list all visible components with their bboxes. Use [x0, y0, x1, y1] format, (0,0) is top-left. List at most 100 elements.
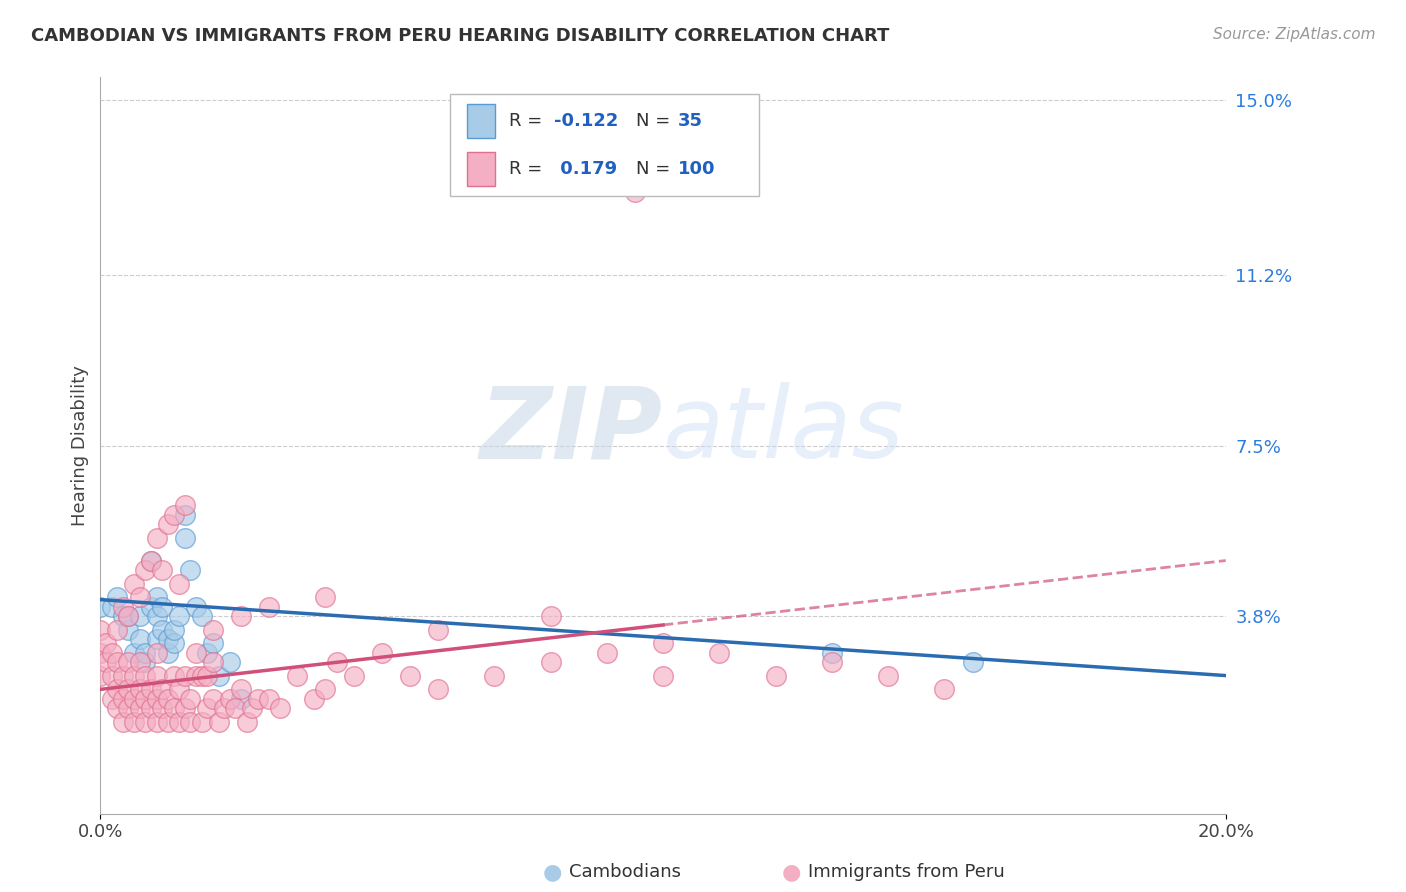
Point [122, 691, 145, 706]
Point [128, 682, 150, 697]
Point [111, 714, 134, 729]
Point [117, 623, 139, 637]
Point [962, 655, 984, 669]
Point [207, 714, 229, 729]
Point [139, 700, 162, 714]
Point [100, 646, 122, 660]
Point [195, 700, 218, 714]
Point [314, 682, 336, 697]
Point [134, 691, 156, 706]
Point [184, 646, 207, 660]
Point [145, 632, 167, 646]
Point [145, 691, 167, 706]
Point [235, 714, 257, 729]
Point [285, 668, 308, 682]
Point [540, 655, 562, 669]
Point [94, 655, 117, 669]
Point [145, 608, 167, 623]
Point [162, 668, 184, 682]
Point [426, 682, 449, 697]
Point [100, 691, 122, 706]
Point [257, 691, 280, 706]
Point [398, 668, 420, 682]
Point [195, 646, 218, 660]
Point [179, 691, 201, 706]
Point [139, 599, 162, 614]
Point [100, 668, 122, 682]
Point [877, 668, 900, 682]
Point [156, 632, 179, 646]
Point [139, 553, 162, 567]
Point [105, 700, 128, 714]
Point [167, 714, 190, 729]
Text: N =: N = [636, 112, 675, 130]
Point [117, 682, 139, 697]
Point [134, 563, 156, 577]
Point [122, 668, 145, 682]
Point [117, 700, 139, 714]
Point [184, 668, 207, 682]
Point [179, 714, 201, 729]
Point [117, 608, 139, 623]
Point [145, 668, 167, 682]
Point [156, 691, 179, 706]
Point [484, 668, 506, 682]
Point [89, 646, 111, 660]
Point [89, 599, 111, 614]
Point [190, 668, 212, 682]
Point [257, 599, 280, 614]
Point [134, 646, 156, 660]
Text: N =: N = [636, 160, 675, 178]
Point [150, 563, 173, 577]
Point [105, 591, 128, 605]
Point [709, 646, 731, 660]
Text: Cambodians: Cambodians [569, 863, 682, 881]
Point [145, 591, 167, 605]
Point [122, 714, 145, 729]
Point [173, 531, 195, 545]
Point [229, 608, 252, 623]
Point [207, 668, 229, 682]
Text: 35: 35 [678, 112, 703, 130]
Point [269, 700, 291, 714]
Point [325, 655, 347, 669]
Point [540, 608, 562, 623]
Point [105, 655, 128, 669]
Point [201, 623, 224, 637]
Text: R =: R = [509, 112, 548, 130]
Point [229, 682, 252, 697]
Point [128, 700, 150, 714]
Point [201, 691, 224, 706]
Text: R =: R = [509, 160, 548, 178]
Point [139, 682, 162, 697]
Point [105, 682, 128, 697]
Point [128, 632, 150, 646]
Point [128, 655, 150, 669]
Point [162, 623, 184, 637]
Point [145, 531, 167, 545]
Point [111, 608, 134, 623]
Point [190, 608, 212, 623]
Point [89, 668, 111, 682]
Point [426, 623, 449, 637]
Point [94, 636, 117, 650]
Point [218, 691, 240, 706]
Point [652, 668, 675, 682]
Point [240, 700, 263, 714]
Y-axis label: Hearing Disability: Hearing Disability [72, 365, 89, 526]
Point [201, 655, 224, 669]
Point [224, 700, 246, 714]
Point [821, 655, 844, 669]
Point [105, 623, 128, 637]
Point [934, 682, 956, 697]
Point [173, 499, 195, 513]
Point [150, 700, 173, 714]
Point [128, 608, 150, 623]
Point [145, 714, 167, 729]
Point [111, 691, 134, 706]
Point [342, 668, 364, 682]
Point [156, 516, 179, 531]
Point [821, 646, 844, 660]
Point [150, 682, 173, 697]
Point [229, 691, 252, 706]
